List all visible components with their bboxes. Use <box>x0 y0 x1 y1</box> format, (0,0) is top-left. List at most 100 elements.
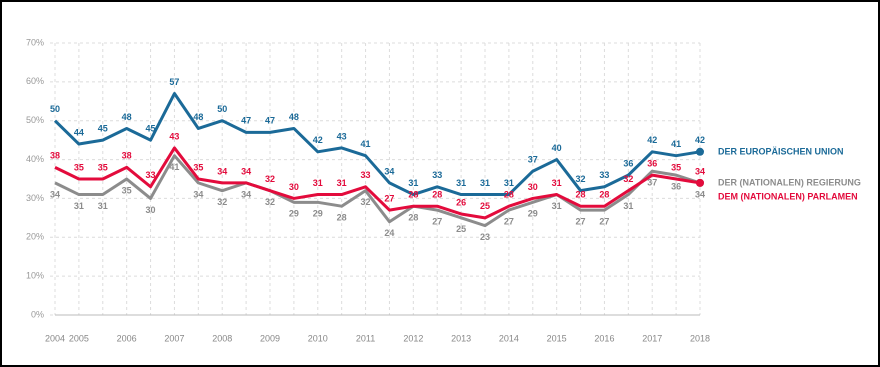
x-tick-label: 2012 <box>403 333 423 343</box>
data-label: 25 <box>456 224 466 234</box>
data-label: 48 <box>289 112 299 122</box>
end-dot <box>696 178 704 187</box>
data-label: 28 <box>504 190 514 200</box>
x-tick-label: 2006 <box>117 333 137 343</box>
x-tick-label: 2005 <box>69 333 89 343</box>
y-tick-label: 50% <box>26 115 44 125</box>
data-label: 36 <box>647 158 657 168</box>
data-label: 35 <box>98 162 108 172</box>
data-label: 31 <box>313 178 323 188</box>
data-label: 32 <box>265 197 275 207</box>
data-label: 32 <box>265 174 275 184</box>
data-label: 35 <box>193 162 203 172</box>
data-label: 27 <box>432 216 442 226</box>
data-label: 28 <box>408 190 418 200</box>
x-tick-label: 2015 <box>547 333 567 343</box>
x-tick-label: 2018 <box>690 333 710 343</box>
x-tick-label: 2011 <box>356 333 375 343</box>
data-label: 32 <box>623 174 633 184</box>
y-tick-label: 10% <box>26 271 44 281</box>
y-tick-label: 70% <box>26 37 44 47</box>
data-label: 34 <box>193 189 203 199</box>
data-label: 26 <box>456 197 466 207</box>
data-label: 30 <box>146 205 156 215</box>
data-label: 36 <box>623 158 633 168</box>
data-label: 27 <box>504 216 514 226</box>
data-label: 42 <box>695 135 705 145</box>
data-label: 28 <box>337 213 347 223</box>
x-tick-label: 2017 <box>642 333 662 343</box>
x-tick-label: 2014 <box>499 333 519 343</box>
x-tick-label: 2009 <box>260 333 280 343</box>
y-tick-label: 40% <box>26 154 44 164</box>
y-tick-label: 60% <box>26 76 44 86</box>
legend-label: DER (NATIONALEN) REGIERUNG <box>718 177 861 187</box>
data-label: 48 <box>122 112 132 122</box>
data-label: 32 <box>361 197 371 207</box>
series-line <box>53 92 701 197</box>
data-label: 50 <box>217 104 227 114</box>
data-label: 31 <box>337 178 347 188</box>
legend-label: DEM (NATIONALEN) PARLAMEN <box>718 191 858 201</box>
y-tick-label: 20% <box>26 232 44 242</box>
legend-label: DER EUROPÄISCHEN UNION <box>718 146 844 156</box>
data-label: 31 <box>98 201 108 211</box>
series-line <box>54 154 701 228</box>
data-label: 28 <box>432 190 442 200</box>
data-label: 47 <box>241 116 251 126</box>
series-line <box>54 146 701 220</box>
data-label: 34 <box>695 166 705 176</box>
data-label: 43 <box>337 131 347 141</box>
data-label: 28 <box>576 190 586 200</box>
data-label: 38 <box>50 151 60 161</box>
data-label: 34 <box>241 189 251 199</box>
data-label: 33 <box>432 170 442 180</box>
data-label: 31 <box>552 201 562 211</box>
data-label: 41 <box>169 162 179 172</box>
data-label: 27 <box>384 193 394 203</box>
data-label: 36 <box>671 181 681 191</box>
data-label: 33 <box>361 170 371 180</box>
x-tick-label: 2016 <box>594 333 614 343</box>
data-label: 34 <box>241 166 251 176</box>
data-label: 33 <box>599 170 609 180</box>
data-label: 30 <box>289 182 299 192</box>
data-label: 25 <box>480 201 490 211</box>
y-tick-label: 30% <box>26 193 44 203</box>
data-label: 27 <box>599 216 609 226</box>
data-label: 35 <box>122 185 132 195</box>
data-label: 45 <box>98 124 108 134</box>
x-tick-label: 2008 <box>212 333 232 343</box>
data-label: 29 <box>528 209 538 219</box>
data-label: 35 <box>74 162 84 172</box>
data-label: 40 <box>552 143 562 153</box>
data-label: 37 <box>528 155 538 165</box>
data-label: 32 <box>217 197 227 207</box>
data-label: 27 <box>576 216 586 226</box>
data-label: 37 <box>647 178 657 188</box>
data-label: 24 <box>384 228 394 238</box>
data-label: 31 <box>552 178 562 188</box>
data-label: 31 <box>504 178 514 188</box>
data-label: 48 <box>193 112 203 122</box>
data-label: 28 <box>599 190 609 200</box>
data-label: 45 <box>146 124 156 134</box>
data-label: 33 <box>146 170 156 180</box>
data-label: 42 <box>647 135 657 145</box>
data-label: 42 <box>313 135 323 145</box>
data-label: 41 <box>361 139 371 149</box>
y-tick-label: 0% <box>31 309 44 319</box>
data-label: 34 <box>384 166 394 176</box>
data-label: 44 <box>74 127 84 137</box>
x-tick-label: 2010 <box>308 333 328 343</box>
data-label: 43 <box>169 131 179 141</box>
end-dot <box>696 147 704 156</box>
data-label: 34 <box>217 166 227 176</box>
data-label: 47 <box>265 116 275 126</box>
data-label: 30 <box>528 182 538 192</box>
x-tick-label: 2007 <box>164 333 184 343</box>
data-label: 35 <box>671 162 681 172</box>
data-label: 57 <box>169 77 179 87</box>
data-label: 34 <box>50 189 60 199</box>
